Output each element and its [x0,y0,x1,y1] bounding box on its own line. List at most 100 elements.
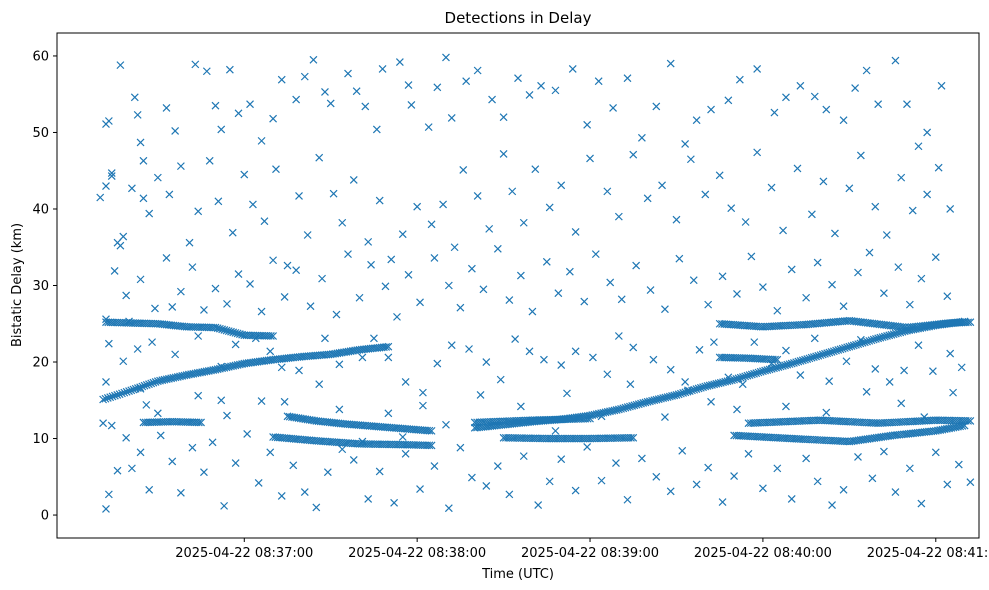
track-a-point [129,385,138,394]
scatter-point [433,83,442,92]
scatter-point [531,165,540,174]
track-b-point [785,360,794,369]
track-i-point [211,323,220,332]
scatter-point [188,443,197,452]
scatter-point [528,307,537,316]
scatter-point [243,430,252,438]
scatter-point [839,116,848,125]
scatter-point [148,338,157,347]
scatter-point [822,408,831,417]
scatter-point [568,65,577,73]
scatter-point [277,363,286,372]
scatter-point [228,228,237,237]
scatter-point [914,142,923,151]
y-tick-label: 20 [32,356,49,371]
scatter-point [753,148,762,157]
scatter-point [516,271,525,280]
scatter-point [349,175,358,184]
scatter-point [136,384,145,393]
scatter-point [499,149,508,158]
scatter-point [891,488,900,497]
scatter-point [358,437,367,446]
scatter-point [214,197,223,206]
track-b-point [783,360,792,369]
scatter-point [597,412,606,421]
scatter-point [545,477,554,486]
scatter-point [842,357,851,366]
scatter-point [750,338,759,347]
scatter-point [257,307,266,316]
scatter-point [704,300,713,309]
scatter-point [292,266,301,275]
scatter-point [773,464,782,473]
track-b-point [765,365,774,374]
track-b-point [676,389,685,398]
scatter-point [185,238,194,247]
scatter-point [831,229,839,238]
scatter-point [257,397,266,405]
track-l-point [197,418,205,427]
scatter-point [735,75,744,84]
scatter-point [442,53,450,62]
scatter-point [194,332,203,340]
scatter-point [401,449,410,458]
scatter-point [102,315,110,324]
track-a-point [99,395,108,404]
track-b-point [630,401,639,410]
scatter-point [257,136,266,145]
scatter-point [251,334,260,343]
scatter-point [571,228,580,236]
scatter-point [819,177,828,186]
scatter-point [652,102,661,111]
track-i-point [229,328,238,337]
scatter-point [217,362,226,371]
track-i-point [213,324,222,333]
track-h-point [964,416,972,425]
scatter-point [917,499,926,508]
scatter-point [903,100,911,109]
scatter-point [796,371,805,379]
track-b-point [838,344,847,353]
scatter-point [856,151,865,160]
scatter-point [352,87,361,96]
scatter-point [321,334,329,343]
scatter-point [318,274,326,283]
track-a-point [382,343,391,351]
track-k-point [773,355,782,364]
scatter-point [223,411,231,420]
scatter-point [104,117,113,125]
scatter-point [277,75,286,84]
track-d-point [425,441,434,450]
scatter-point [99,419,108,428]
track-b-point [739,373,747,381]
scatter-point [338,218,347,227]
scatter-point [603,187,612,196]
track-b-point [794,357,803,366]
track-b-point [836,345,845,354]
track-a-point [106,393,115,402]
scatter-point [871,364,880,373]
x-axis-label: Time (UTC) [481,567,554,582]
scatter-point [908,206,917,215]
scatter-point [211,101,220,110]
scatter-point [675,254,684,263]
scatter-point [905,300,914,309]
scatter-point [473,66,482,75]
scatter-point [617,295,626,304]
scatter-point [176,488,185,497]
scatter-point [770,108,779,117]
scatter-point [678,446,687,455]
scatter-point [597,476,606,485]
scatter-point [588,353,597,362]
scatter-point [107,172,116,181]
scatter-point [416,485,424,493]
scatter-point [603,370,612,379]
chart-title: Detections in Delay [445,9,592,27]
scatter-point [704,463,713,472]
track-b-point [867,336,876,345]
scatter-point [862,387,871,396]
scatter-point [266,448,275,457]
track-j-point [966,318,975,327]
scatter-point [505,490,514,499]
scatter-point [401,377,410,386]
